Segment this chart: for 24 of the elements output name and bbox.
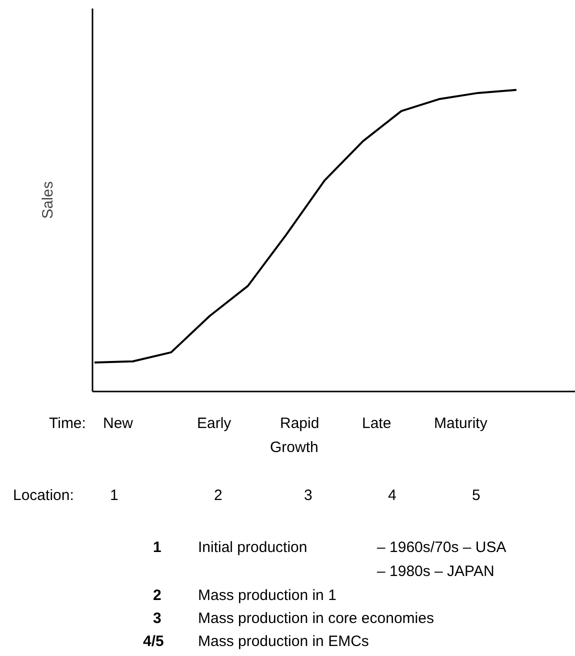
- y-axis-title: Sales: [40, 181, 56, 219]
- text: Maturity: [434, 414, 488, 434]
- text: 1: [110, 486, 118, 506]
- text: Mass production in core economies: [198, 609, 434, 629]
- text: – 1960s/70s – USA: [377, 538, 506, 558]
- text: 2: [214, 486, 222, 506]
- text: 4: [388, 486, 396, 506]
- text: Rapid: [280, 414, 320, 434]
- text: 5: [472, 486, 480, 506]
- text: 4/5: [143, 632, 164, 652]
- text: 1: [153, 538, 162, 558]
- text: New: [103, 414, 134, 434]
- text: Early: [197, 414, 232, 434]
- text: Location:: [13, 486, 74, 506]
- text: Growth: [270, 438, 318, 458]
- text: Initial production: [198, 538, 308, 558]
- text: Time:: [49, 414, 86, 434]
- text: 3: [153, 609, 162, 629]
- text: Late: [362, 414, 392, 434]
- text: – 1980s – JAPAN: [377, 562, 494, 582]
- text: 3: [304, 486, 312, 506]
- text: Mass production in EMCs: [198, 632, 369, 652]
- text: 2: [153, 586, 162, 606]
- text: Mass production in 1: [198, 586, 336, 606]
